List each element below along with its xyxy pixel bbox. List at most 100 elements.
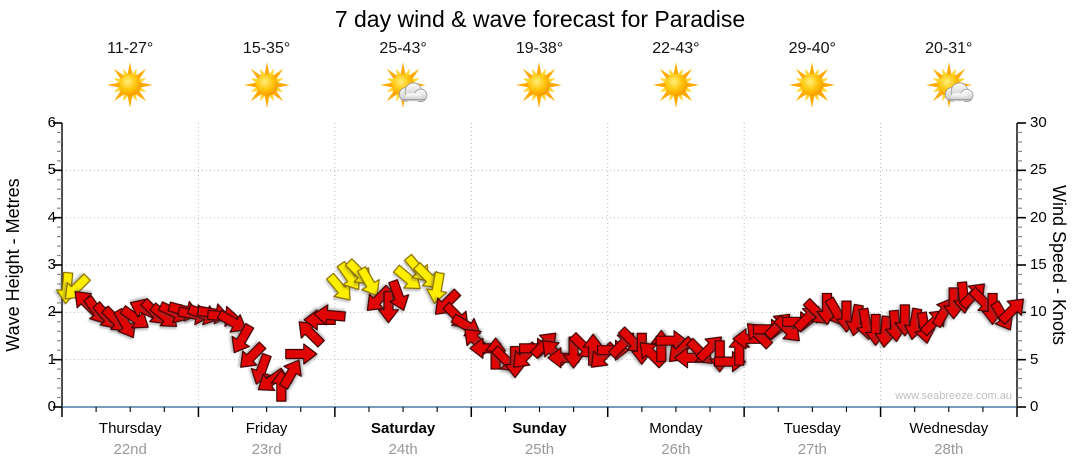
day-date: 27th bbox=[797, 441, 827, 458]
wind-arrow bbox=[240, 341, 267, 368]
left-axis-title: Wave Height - Metres bbox=[3, 178, 23, 352]
day-axis-label: Wednesday 28th bbox=[881, 420, 1017, 458]
sun-ray bbox=[673, 94, 679, 108]
sun-icon bbox=[652, 62, 699, 108]
sun-icon bbox=[789, 62, 836, 108]
wind-arrow bbox=[773, 315, 800, 342]
day-header: 22-43° bbox=[608, 40, 744, 110]
cloud-icon bbox=[944, 82, 974, 103]
right-axis-tick-label: 5 bbox=[1030, 350, 1039, 368]
day-axis-label: Monday 26th bbox=[608, 420, 744, 458]
day-name: Sunday bbox=[512, 420, 567, 437]
temperature-range: 25-43° bbox=[379, 40, 427, 57]
chart-title: 7 day wind & wave forecast for Paradise bbox=[334, 6, 746, 32]
weather-icon-wrap bbox=[744, 60, 880, 110]
day-date: 28th bbox=[934, 441, 964, 458]
wind-arrow bbox=[357, 266, 380, 297]
sun-ray bbox=[536, 62, 543, 76]
day-header: 11-27° bbox=[62, 40, 198, 110]
wind-arrow bbox=[279, 359, 302, 390]
day-axis-label: Sunday 25th bbox=[471, 420, 607, 458]
sun-ray bbox=[536, 94, 543, 108]
left-axis-tick-label: 4 bbox=[47, 208, 56, 226]
wind-arrow bbox=[997, 298, 1025, 325]
day-date: 23rd bbox=[251, 441, 282, 458]
wind-arrow bbox=[285, 343, 318, 365]
day-header: 20-31° bbox=[881, 40, 1017, 110]
temperature-range: 20-31° bbox=[925, 40, 973, 57]
temperature-range: 19-38° bbox=[515, 40, 564, 57]
temperature-range: 29-40° bbox=[788, 40, 836, 57]
sun-cloud-icon bbox=[925, 62, 974, 108]
day-date: 26th bbox=[661, 441, 691, 458]
day-name: Monday bbox=[649, 420, 703, 437]
day-date: 24th bbox=[388, 441, 418, 458]
weather-icon-wrap bbox=[471, 60, 607, 110]
sun-ray bbox=[139, 82, 154, 88]
left-axis-tick-label: 1 bbox=[47, 350, 56, 368]
sun-ray bbox=[673, 62, 679, 76]
sun-ray bbox=[275, 82, 290, 88]
sun-icon bbox=[243, 62, 290, 108]
sun-ray bbox=[400, 62, 406, 76]
sun-ray bbox=[789, 82, 803, 88]
sun-ray bbox=[243, 82, 258, 88]
right-axis-title: Wind Speed - Knots bbox=[1049, 184, 1069, 346]
sun-icon bbox=[107, 62, 154, 108]
day-name: Friday bbox=[245, 420, 288, 437]
right-axis-tick-label: 15 bbox=[1030, 256, 1047, 273]
weather-icon-wrap bbox=[198, 60, 334, 110]
day-name: Wednesday bbox=[909, 420, 989, 437]
sun-ray bbox=[516, 82, 531, 88]
left-axis-tick-label: 0 bbox=[47, 398, 56, 415]
wind-arrow bbox=[113, 307, 137, 339]
day-axis-label: Thursday 22nd bbox=[62, 420, 198, 458]
wind-arrow bbox=[326, 272, 351, 301]
day-name: Saturday bbox=[370, 420, 436, 437]
left-axis-tick-label: 5 bbox=[47, 161, 56, 179]
day-header: 19-38° bbox=[471, 40, 607, 110]
sun-ray bbox=[380, 82, 394, 88]
day-date: 25th bbox=[524, 441, 555, 458]
wind-arrow bbox=[413, 262, 440, 289]
weather-icon-wrap bbox=[881, 60, 1017, 110]
day-axis-label: Tuesday 27th bbox=[744, 420, 880, 458]
sun-ray bbox=[946, 62, 952, 76]
right-axis-tick-label: 0 bbox=[1030, 398, 1039, 415]
day-header: 25-43° bbox=[335, 40, 471, 110]
left-axis-tick-label: 3 bbox=[47, 256, 56, 273]
left-axis-tick-label: 2 bbox=[47, 303, 56, 321]
sun-ray bbox=[925, 82, 940, 88]
wind-arrow bbox=[388, 279, 410, 311]
sun-ray bbox=[263, 94, 270, 108]
sun-ray bbox=[652, 82, 667, 88]
sun-ray bbox=[263, 62, 270, 76]
wind-arrow bbox=[119, 305, 149, 329]
sun-icon bbox=[516, 62, 563, 108]
sun-ray bbox=[107, 82, 121, 88]
wind-arrow bbox=[377, 291, 400, 324]
day-date: 22nd bbox=[113, 441, 147, 458]
right-axis-tick-label: 10 bbox=[1030, 303, 1047, 321]
day-header: 29-40° bbox=[744, 40, 880, 110]
day-name: Tuesday bbox=[783, 420, 841, 437]
sun-ray bbox=[127, 94, 133, 108]
day-axis-label: Saturday 24th bbox=[335, 420, 471, 458]
day-header: 15-35° bbox=[198, 40, 334, 110]
wind-arrow bbox=[216, 309, 247, 333]
sun-ray bbox=[809, 62, 815, 76]
wind-arrow bbox=[231, 322, 255, 354]
right-axis-tick-label: 20 bbox=[1030, 208, 1047, 226]
right-axis-tick-label: 30 bbox=[1030, 114, 1047, 131]
sun-ray bbox=[127, 62, 133, 76]
day-name: Thursday bbox=[98, 420, 162, 437]
wind-arrow bbox=[250, 352, 272, 385]
sun-ray bbox=[685, 82, 699, 88]
sun-ray bbox=[548, 82, 563, 88]
temperature-range: 15-35° bbox=[242, 40, 291, 57]
day-axis-label: Friday 23rd bbox=[198, 420, 334, 458]
sun-ray bbox=[821, 82, 836, 88]
cloud-icon bbox=[399, 82, 428, 103]
